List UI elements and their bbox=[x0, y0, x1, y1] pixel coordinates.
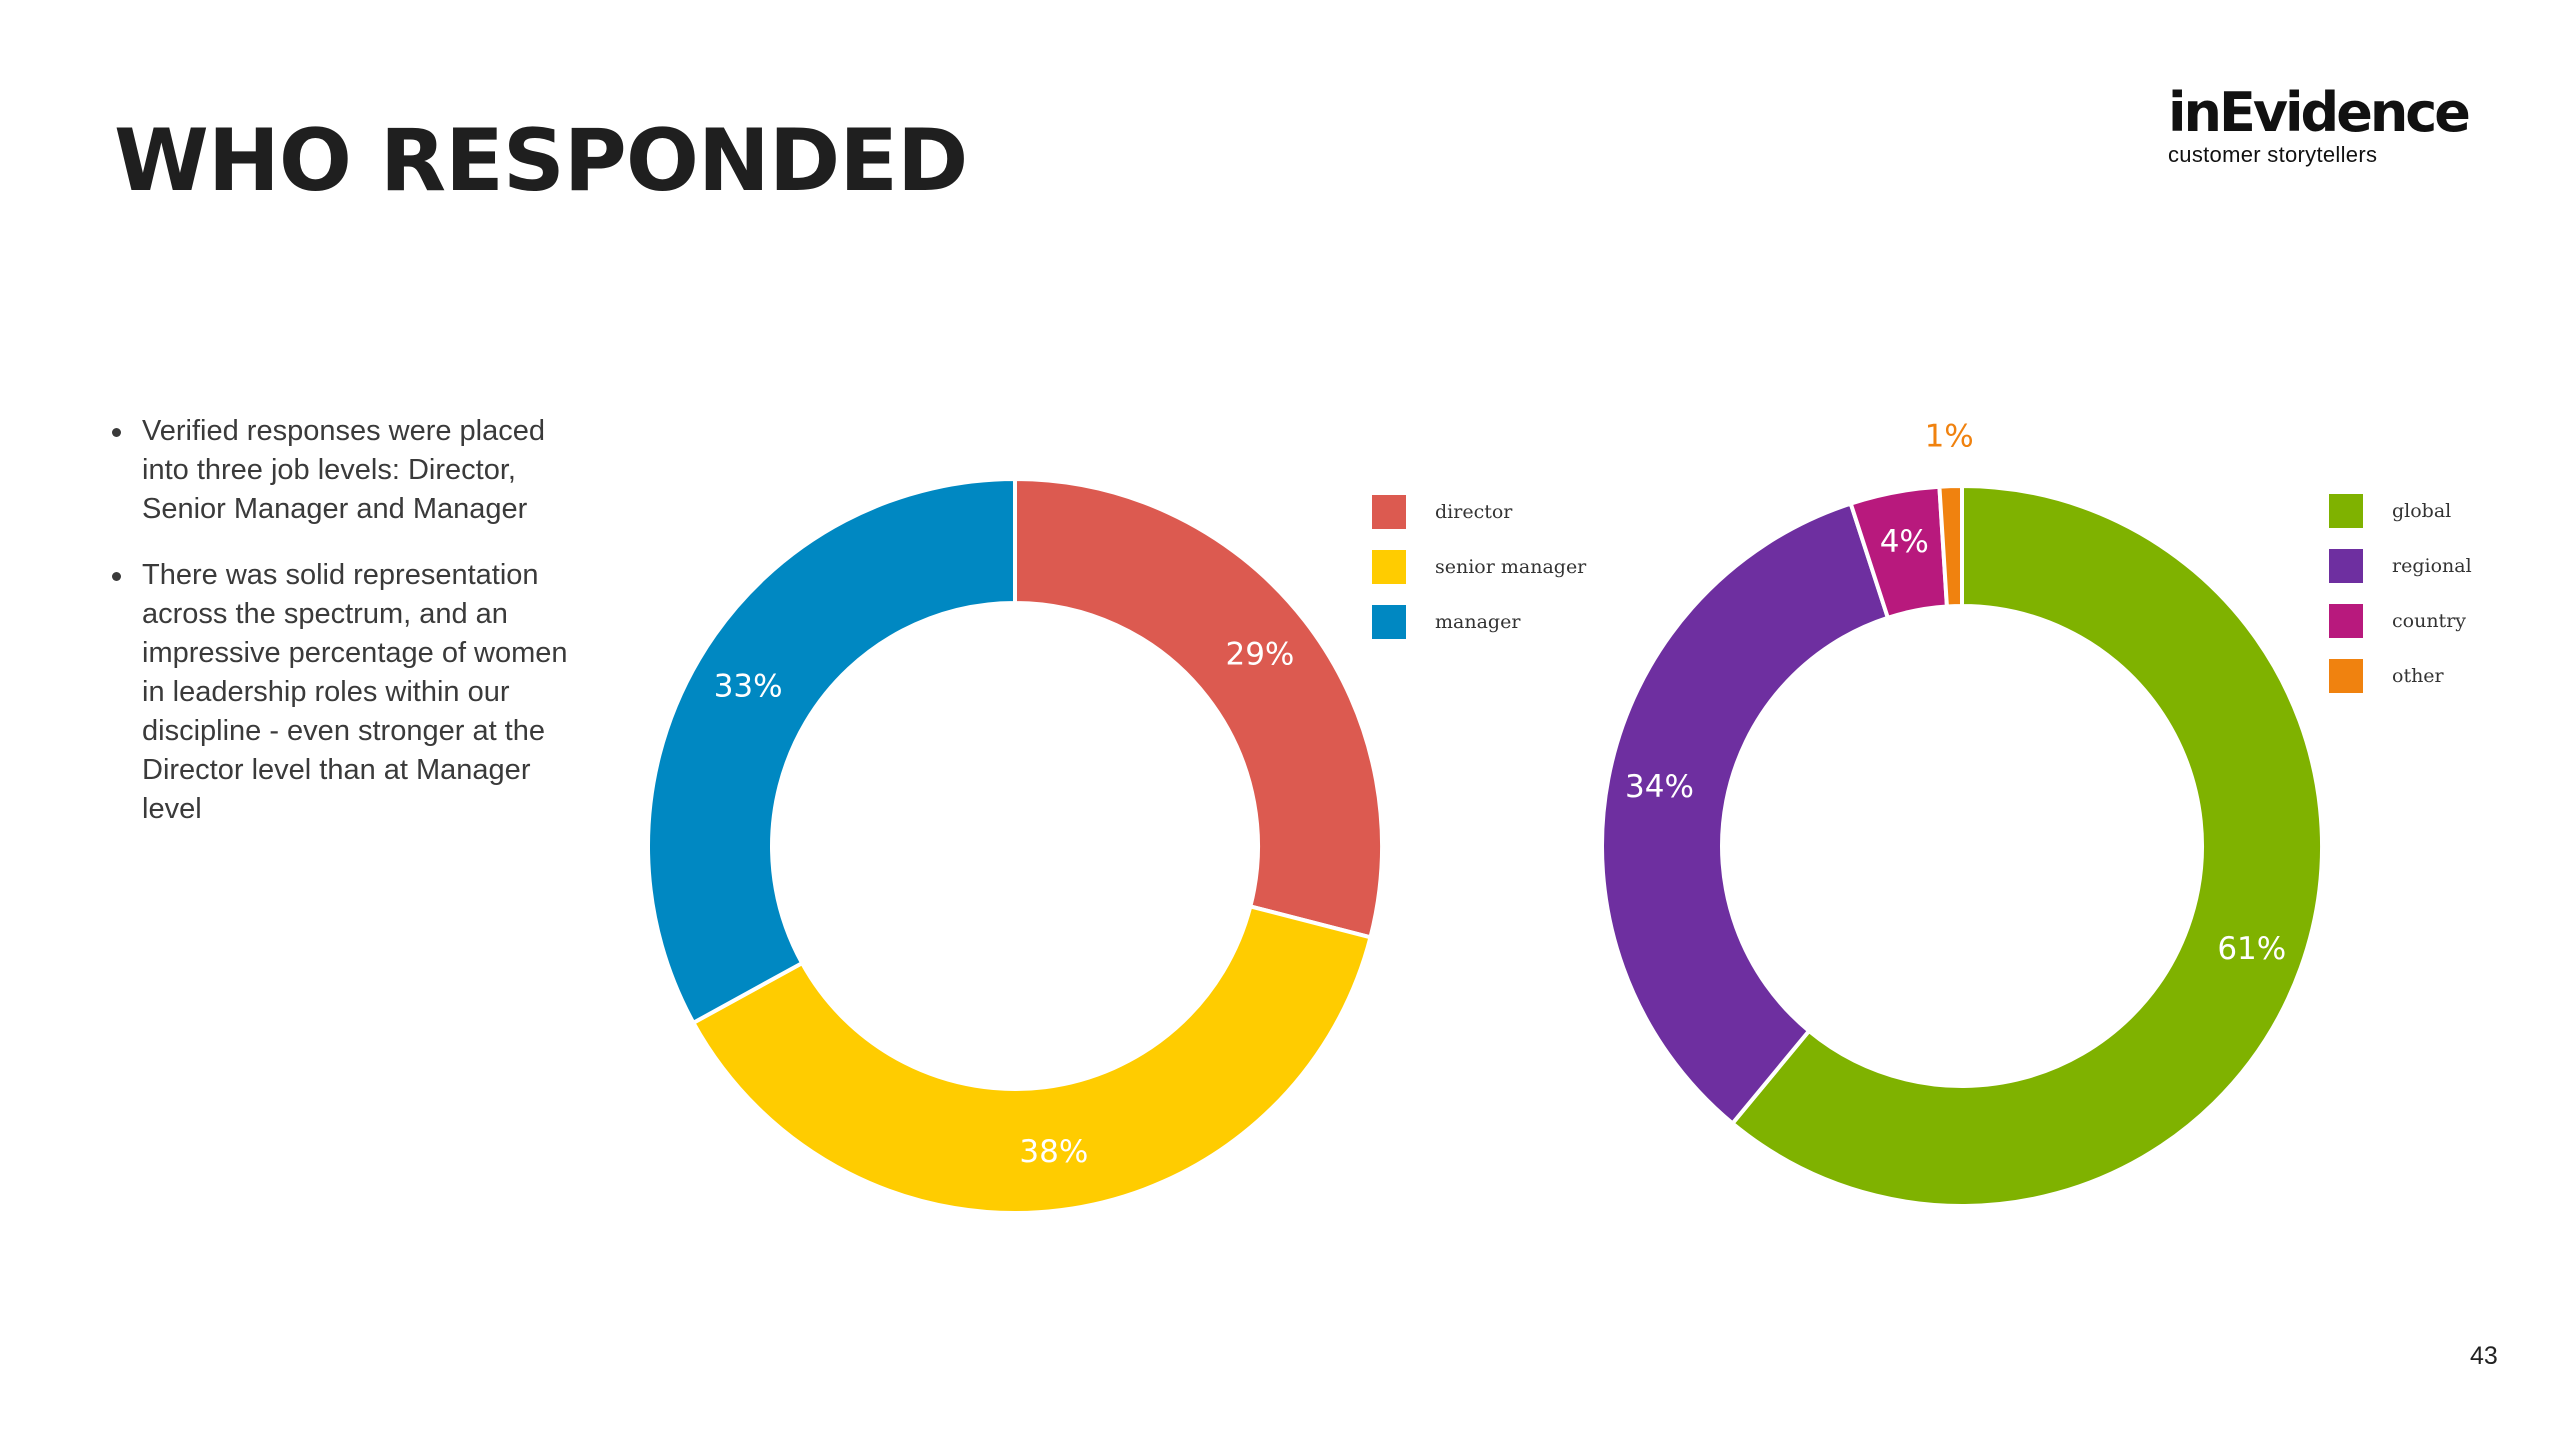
legend-label: senior manager bbox=[1435, 555, 1587, 578]
page-number: 43 bbox=[2470, 1342, 2498, 1370]
legend-label: regional bbox=[2392, 554, 2472, 577]
donut-slice-director bbox=[1013, 476, 1384, 940]
scope-donut-chart: 61% 34% 4% 1% bbox=[1600, 419, 2325, 1208]
legend-item: other bbox=[2329, 648, 2472, 703]
logo-tagline: customer storytellers bbox=[2168, 142, 2378, 167]
donut-slice-other bbox=[1937, 483, 1964, 609]
legend-swatch-senior-manager bbox=[1372, 549, 1406, 584]
slice-label-global: 61% bbox=[2217, 931, 2286, 967]
legend-item: director bbox=[1372, 484, 1586, 539]
slice-label-director: 29% bbox=[1225, 636, 1294, 672]
legend-label: manager bbox=[1435, 610, 1521, 633]
legend-swatch-manager bbox=[1372, 604, 1406, 639]
legend-label: director bbox=[1435, 500, 1513, 523]
bullet-item: Verified responses were placed into thre… bbox=[108, 412, 578, 529]
legend-item: global bbox=[2329, 483, 2472, 538]
job-level-legend: director senior manager manager bbox=[1372, 484, 1586, 649]
donut-slice-manager bbox=[646, 476, 1017, 1026]
donut-slice-global bbox=[1729, 483, 2325, 1208]
bullet-item: There was solid representation across th… bbox=[108, 556, 578, 829]
legend-item: regional bbox=[2329, 538, 2472, 593]
slice-label-senior-manager: 38% bbox=[1019, 1134, 1088, 1170]
logo: inEvidence customer storytellers bbox=[2168, 86, 2488, 168]
legend-item: senior manager bbox=[1372, 539, 1586, 594]
scope-legend: global regional country other bbox=[2329, 483, 2472, 703]
legend-swatch-director bbox=[1372, 494, 1406, 529]
slice-label-manager: 33% bbox=[714, 669, 783, 705]
slice-label-regional: 34% bbox=[1625, 769, 1694, 805]
donut-slice-country bbox=[1848, 484, 1950, 621]
legend-label: other bbox=[2392, 664, 2444, 687]
donut-slice-regional bbox=[1600, 501, 1891, 1127]
legend-label: global bbox=[2392, 499, 2452, 522]
legend-item: manager bbox=[1372, 594, 1586, 649]
legend-item: country bbox=[2329, 593, 2472, 648]
legend-label: country bbox=[2392, 609, 2467, 632]
donut-slice-senior-manager bbox=[690, 903, 1373, 1215]
bullet-list: Verified responses were placed into thre… bbox=[108, 412, 578, 856]
legend-swatch-regional bbox=[2329, 548, 2363, 583]
legend-swatch-country bbox=[2329, 603, 2363, 638]
page-title: WHO RESPONDED bbox=[114, 111, 968, 211]
slice-label-country: 4% bbox=[1880, 524, 1929, 560]
slice-label-other: 1% bbox=[1925, 419, 1974, 455]
logo-wordmark: inEvidence bbox=[2168, 81, 2471, 144]
job-level-donut-chart: 29% 38% 33% bbox=[646, 476, 1384, 1215]
legend-swatch-global bbox=[2329, 493, 2363, 528]
legend-swatch-other bbox=[2329, 658, 2363, 693]
